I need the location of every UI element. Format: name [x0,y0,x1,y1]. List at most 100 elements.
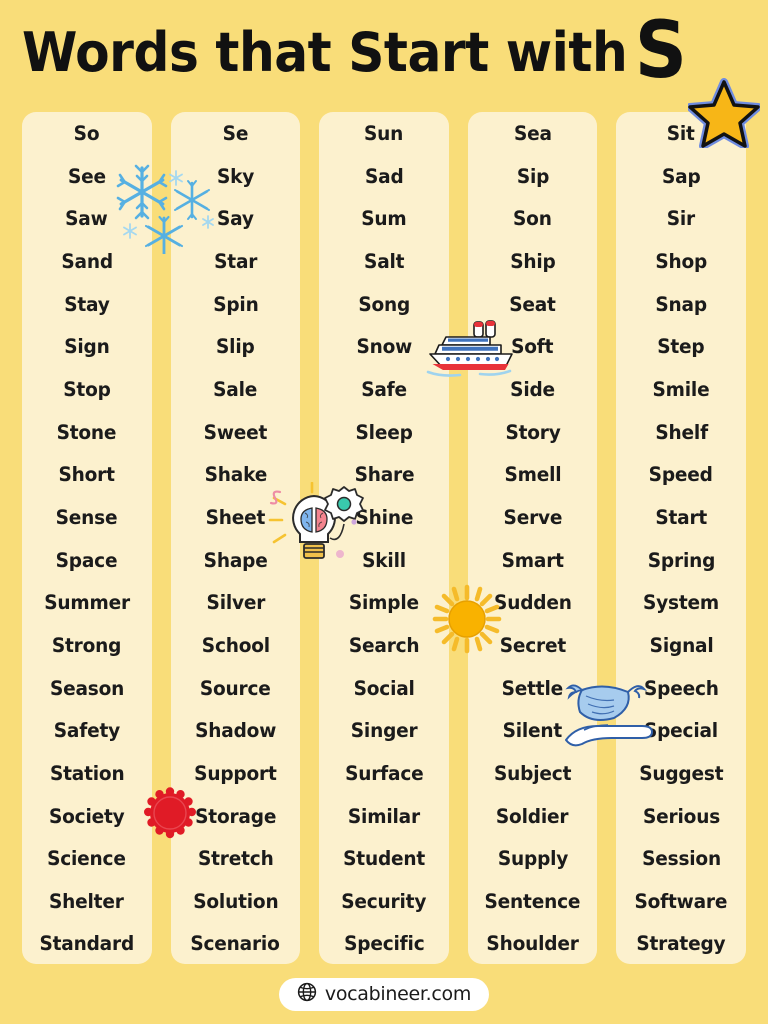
word-item: Story [504,420,561,444]
word-item: System [643,591,720,615]
word-item: Say [216,207,254,231]
word-item: Sir [667,207,696,231]
word-item: Sleep [355,420,413,444]
word-item: See [67,164,106,188]
word-item: Scenario [190,932,281,956]
word-item: Supply [497,847,568,871]
word-item: Star [213,249,257,273]
word-item: Safety [53,719,120,743]
word-item: Slip [216,335,255,359]
word-item: Simple [348,591,420,615]
word-item: Strong [52,633,122,657]
word-item: Station [49,761,125,785]
word-item: Se [222,122,249,145]
word-item: School [201,633,270,657]
footer: vocabineer.com [0,964,768,1024]
word-column: Sun Sad Sum Salt Song Snow Safe Sleep Share Shine… [319,112,449,964]
word-item: Student [343,847,425,871]
word-item: Similar [347,804,420,828]
word-item: Sip [516,164,549,188]
word-item: Snow [356,335,412,359]
word-item: Software [634,889,728,913]
page-title: Words that Start withS [22,12,687,90]
word-item: Smile [652,377,710,401]
word-item: Stop [63,377,111,401]
word-item: Shoulder [486,932,579,956]
word-item: Sand [61,249,113,273]
word-item: Soft [511,335,554,359]
word-item: Source [199,676,271,700]
word-item: Space [55,548,118,572]
word-item: Smell [504,463,562,487]
word-item: Strategy [636,932,726,956]
word-item: Speech [643,676,719,700]
word-item: Safe [361,377,407,401]
word-item: Soldier [496,804,569,828]
word-item: Share [354,463,414,487]
word-item: Specific [343,932,425,956]
word-item: Storage [194,804,276,828]
word-item: Shelter [49,889,125,913]
word-item: Shine [355,505,413,529]
word-item: Sap [661,164,701,188]
word-item: Sun [364,122,404,145]
word-item: Support [194,761,277,785]
word-item: Song [358,292,410,316]
word-item: Search [348,633,420,657]
word-column: Se Sky Say Star Spin Slip Sale Sweet Shake Sheet S… [170,112,301,964]
word-item: Sign [64,335,110,359]
word-item: Stone [56,420,117,444]
word-item: Society [49,804,125,828]
word-item: Serve [503,505,562,529]
word-item: Snap [655,292,707,316]
word-item: Sea [513,122,552,145]
word-item: Stretch [197,847,274,871]
word-item: Speed [649,463,714,487]
word-item: Summer [43,591,130,615]
word-item: Standard [39,932,135,956]
word-item: Seat [509,292,556,316]
word-item: Science [47,847,127,871]
word-item: So [73,122,100,145]
website-url: vocabineer.com [324,983,472,1005]
word-item: Spring [647,548,715,572]
word-item: Saw [65,207,109,231]
word-item: Start [655,505,708,529]
word-item: Solution [192,889,278,913]
word-item: Shelf [654,420,708,444]
website-badge[interactable]: vocabineer.com [278,977,490,1011]
word-item: Smart [501,548,564,572]
word-item: Season [49,676,124,700]
word-item: Settle [501,676,564,700]
word-item: Sentence [484,889,581,913]
word-item: Salt [363,249,405,273]
word-item: Serious [642,804,720,828]
word-item: Side [510,377,555,401]
word-item: Skill [362,548,406,572]
word-item: Sudden [493,591,572,615]
word-item: Shake [204,463,267,487]
word-item: Short [58,463,115,487]
globe-icon [297,982,317,1006]
word-item: Special [644,719,719,743]
word-item: Security [341,889,427,913]
word-item: Sky [216,164,254,188]
word-item: Shadow [194,719,276,743]
page-title-letter: S [634,5,687,96]
word-column: Sea Sip Son Ship Seat Soft Side Story Smell Serve… [467,112,598,964]
word-item: Surface [344,761,424,785]
word-item: Singer [350,719,418,743]
word-item: Sense [55,505,118,529]
word-item: Silent [502,719,563,743]
word-columns: So See Saw Sand Stay Sign Stop Stone Short Sense S… [22,112,746,964]
word-item: Spin [212,292,259,316]
word-item: Sit [667,122,696,145]
word-item: Sale [213,377,258,401]
word-column: So See Saw Sand Stay Sign Stop Stone Short Sense S… [22,112,152,964]
word-item: Sad [364,164,404,188]
word-item: Social [353,676,415,700]
word-item: Stay [64,292,110,316]
word-item: Shape [203,548,268,572]
word-item: Son [513,207,552,231]
word-item: Sweet [203,420,268,444]
